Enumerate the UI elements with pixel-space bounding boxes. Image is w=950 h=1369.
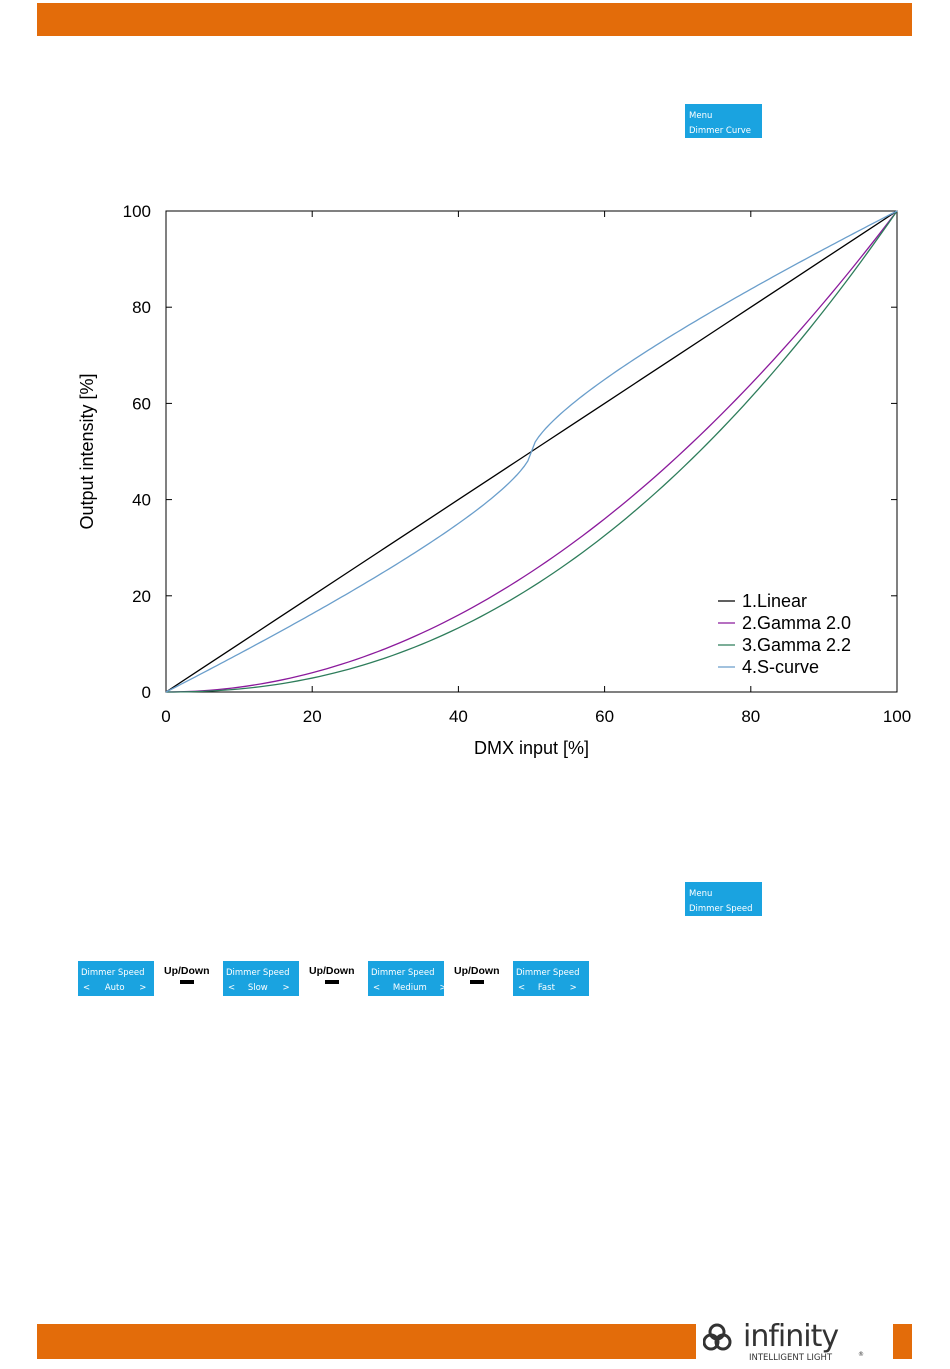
logo-tagline: INTELLIGENT LIGHT (749, 1353, 833, 1363)
logo-registered-mark: ® (858, 1351, 864, 1358)
x-tick-label: 20 (303, 707, 322, 726)
up-down-connector: Up/Down (164, 965, 210, 984)
series-line-4 (165, 210, 898, 693)
x-tick-label: 0 (161, 707, 170, 726)
dimmer-speed-slow-display: Dimmer Speed < Slow > (223, 961, 299, 996)
y-tick-label: 20 (132, 587, 151, 606)
speed-value: Medium (392, 983, 427, 993)
x-tick-label: 40 (449, 707, 468, 726)
infinity-logo: infinity INTELLIGENT LIGHT ® (703, 1319, 864, 1363)
right-arrow: > (439, 983, 447, 993)
speed-title: Dimmer Speed (371, 968, 435, 978)
connector-bar (180, 980, 194, 984)
x-tick-label: 80 (741, 707, 760, 726)
footer-bar-end (893, 1324, 912, 1359)
dimmer-speed-medium-display: Dimmer Speed < Medium > (368, 961, 447, 996)
footer-bar (37, 1324, 696, 1359)
speed-title: Dimmer Speed (516, 968, 580, 978)
plot-frame (165, 210, 898, 693)
y-tick-label: 0 (142, 683, 151, 702)
left-arrow: < (228, 983, 236, 993)
up-down-label: Up/Down (309, 965, 355, 977)
speed-value-row: < Medium > (373, 983, 447, 993)
dimmer-speed-auto-display: Dimmer Speed < Auto > (78, 961, 154, 996)
y-tick-label: 40 (132, 491, 151, 510)
up-down-label: Up/Down (164, 965, 210, 977)
connector-bar (470, 980, 484, 984)
speed-value-row: < Fast > (518, 983, 577, 993)
speed-value-row: < Slow > (228, 983, 290, 993)
triquetra-icon (703, 1323, 732, 1351)
menu-dimmer-curve-display: Menu Dimmer Curve (685, 104, 762, 138)
dimmer-curve-chart: 0 20 40 60 80 100 0 20 40 60 80 100 DMX input [%] Out… (77, 202, 911, 758)
header-bar (37, 3, 912, 36)
speed-value: Auto (104, 983, 125, 993)
menu-item-label: Dimmer Curve (689, 126, 751, 136)
speed-title: Dimmer Speed (81, 968, 145, 978)
y-tick-label: 80 (132, 298, 151, 317)
series-line-3 (165, 210, 898, 693)
menu-label: Menu (689, 111, 713, 121)
up-down-connector: Up/Down (454, 965, 500, 984)
right-arrow: > (139, 983, 147, 993)
right-arrow: > (282, 983, 290, 993)
menu-item-label: Dimmer Speed (689, 904, 753, 914)
connector-bar (325, 980, 339, 984)
series-line-2 (165, 210, 898, 693)
right-arrow: > (569, 983, 577, 993)
y-axis-label: Output intensity [%] (77, 373, 97, 529)
up-down-label: Up/Down (454, 965, 500, 977)
speed-value: Fast (537, 983, 555, 993)
legend-label: 2.Gamma 2.0 (742, 613, 851, 633)
left-arrow: < (373, 983, 381, 993)
legend-label: 4.S-curve (742, 657, 819, 677)
menu-label: Menu (689, 889, 713, 899)
left-arrow: < (518, 983, 526, 993)
y-tick-label: 60 (132, 394, 151, 413)
speed-value-row: < Auto > (83, 983, 146, 993)
speed-title: Dimmer Speed (226, 968, 290, 978)
x-tick-label: 60 (595, 707, 614, 726)
up-down-connector: Up/Down (309, 965, 355, 984)
y-tick-label: 100 (123, 202, 151, 221)
dimmer-speed-fast-display: Dimmer Speed < Fast > (513, 961, 589, 996)
logo-brand: infinity (743, 1319, 838, 1354)
x-axis-label: DMX input [%] (474, 738, 589, 758)
speed-value: Slow (247, 983, 268, 993)
left-arrow: < (83, 983, 91, 993)
legend-label: 1.Linear (742, 591, 807, 611)
legend-label: 3.Gamma 2.2 (742, 635, 851, 655)
menu-dimmer-speed-display: Menu Dimmer Speed (685, 882, 762, 916)
x-tick-label: 100 (883, 707, 911, 726)
